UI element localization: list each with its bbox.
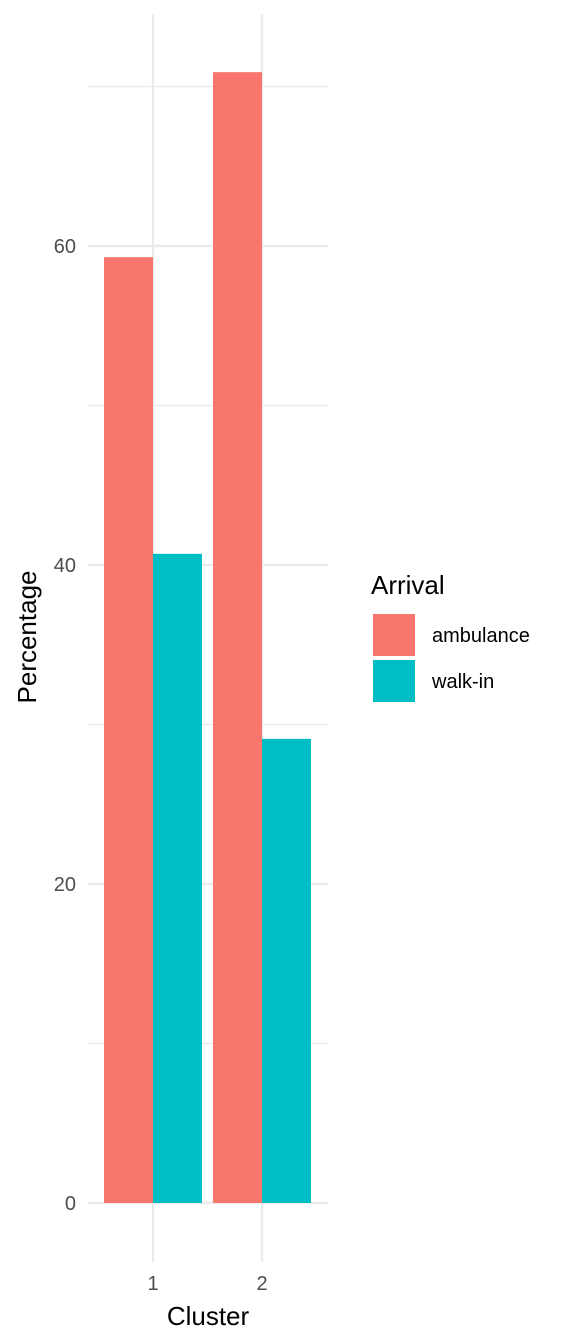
x-axis-title: Cluster [167, 1301, 250, 1331]
bar-ambulance-cluster-2 [213, 72, 262, 1203]
bar-ambulance-cluster-1 [104, 257, 153, 1203]
legend: Arrival ambulance walk-in [371, 570, 530, 702]
legend-key-ambulance [373, 614, 415, 656]
y-tick-label: 60 [54, 236, 76, 258]
y-tick-label: 0 [65, 1193, 76, 1215]
legend-entries: ambulance walk-in [373, 614, 530, 702]
legend-label-ambulance: ambulance [432, 625, 530, 647]
bar-walk-in-cluster-1 [153, 553, 202, 1203]
x-tick-label: 1 [147, 1273, 158, 1295]
y-tick-labels: 0 20 40 60 [54, 236, 76, 1215]
legend-key-walk-in [373, 660, 415, 702]
bar-walk-in-cluster-2 [262, 738, 311, 1203]
bars [104, 72, 311, 1203]
legend-label-walk-in: walk-in [431, 671, 494, 693]
y-tick-label: 20 [54, 874, 76, 896]
x-tick-label: 2 [256, 1273, 267, 1295]
y-tick-label: 40 [54, 555, 76, 577]
legend-title: Arrival [371, 570, 445, 600]
y-axis-title: Percentage [12, 571, 42, 704]
